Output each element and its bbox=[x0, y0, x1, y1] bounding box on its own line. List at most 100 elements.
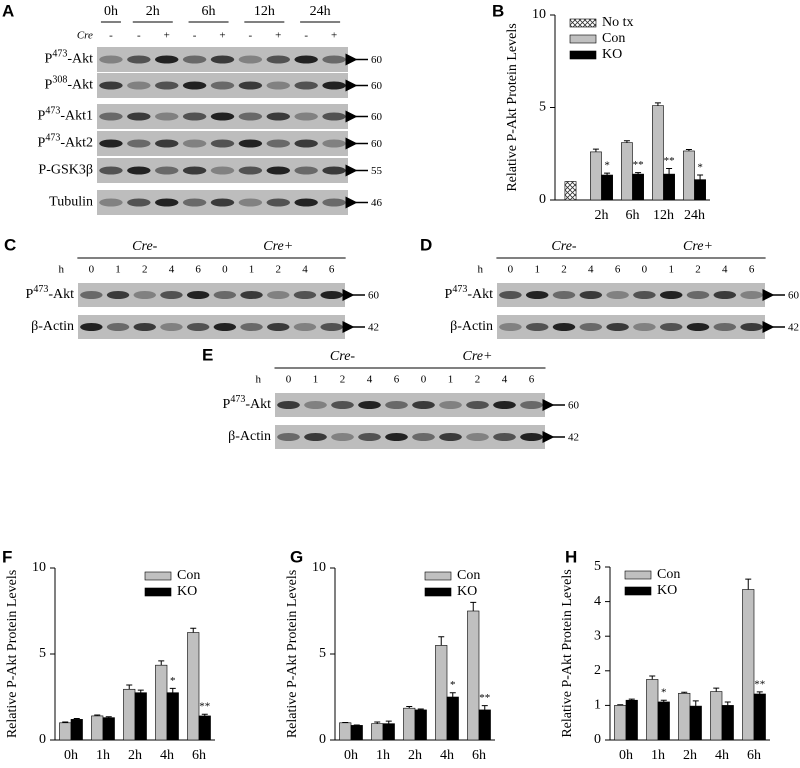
time-label: 6h bbox=[202, 4, 216, 19]
band bbox=[294, 166, 318, 175]
band bbox=[466, 401, 489, 409]
band bbox=[439, 401, 462, 409]
lane-label: 4 bbox=[722, 264, 728, 276]
error-bar bbox=[438, 636, 445, 646]
time-label: 24h bbox=[310, 4, 331, 19]
legend-swatch bbox=[424, 571, 452, 581]
kda-label: 42 bbox=[788, 322, 799, 334]
band bbox=[80, 291, 103, 299]
y-tick-label: 1 bbox=[594, 698, 601, 713]
group-label: Cre- bbox=[551, 239, 576, 254]
band bbox=[266, 81, 290, 90]
band bbox=[606, 291, 629, 299]
band bbox=[686, 323, 710, 331]
band bbox=[439, 433, 462, 441]
lane-label: 4 bbox=[169, 264, 175, 276]
cre-sign: - bbox=[137, 30, 141, 42]
error-bar bbox=[660, 699, 667, 702]
band bbox=[127, 198, 151, 207]
kda-label: 60 bbox=[371, 111, 383, 123]
bar bbox=[155, 664, 168, 741]
band bbox=[133, 291, 156, 299]
lane-label: 0 bbox=[89, 264, 95, 276]
legend-label: KO bbox=[657, 583, 677, 598]
significance: ** bbox=[633, 159, 644, 171]
bar bbox=[753, 693, 766, 741]
error-bar bbox=[649, 675, 656, 680]
band bbox=[133, 323, 156, 331]
legend-label: No tx bbox=[602, 15, 634, 30]
band bbox=[182, 112, 207, 121]
lane-label: 6 bbox=[615, 264, 621, 276]
error-bar bbox=[385, 720, 392, 724]
x-tick-label: 2h bbox=[408, 748, 422, 763]
lane-label: 6 bbox=[749, 264, 755, 276]
band bbox=[127, 55, 151, 64]
bar bbox=[683, 150, 695, 201]
band bbox=[99, 55, 123, 64]
band bbox=[238, 55, 263, 64]
group-label: Cre+ bbox=[263, 239, 293, 254]
y-tick-label: 10 bbox=[32, 560, 46, 575]
bar bbox=[123, 688, 136, 741]
label-part: P bbox=[38, 109, 46, 124]
significance: ** bbox=[754, 678, 765, 690]
error-bar bbox=[745, 578, 752, 590]
superscript: 473 bbox=[33, 284, 48, 295]
cre-sign: - bbox=[109, 30, 113, 42]
y-tick-label: 0 bbox=[594, 732, 601, 747]
lane-label: 1 bbox=[313, 374, 319, 386]
x-tick-label: 1h bbox=[376, 748, 390, 763]
row-label: P473-Akt bbox=[45, 49, 94, 67]
kda-label: 42 bbox=[368, 322, 379, 334]
bar bbox=[134, 692, 147, 741]
blot-strip bbox=[78, 315, 345, 339]
bar bbox=[614, 705, 627, 741]
x-tick-label: 0h bbox=[619, 748, 633, 763]
y-axis-label: Relative P-Akt Protein Levels bbox=[505, 23, 520, 191]
lane-label: 2 bbox=[475, 374, 481, 386]
legend-swatch bbox=[624, 570, 652, 580]
x-tick-label: 12h bbox=[653, 208, 674, 223]
bar bbox=[59, 722, 72, 741]
bar bbox=[350, 725, 363, 741]
lane-label: 4 bbox=[302, 264, 308, 276]
band bbox=[186, 323, 210, 331]
x-tick-label: 6h bbox=[747, 748, 761, 763]
x-tick-label: 1h bbox=[96, 748, 110, 763]
label-part: P bbox=[45, 52, 53, 67]
bar bbox=[446, 696, 459, 741]
y-tick-label: 0 bbox=[319, 732, 326, 747]
legend-swatch bbox=[424, 587, 452, 597]
label-part: Tubulin bbox=[49, 195, 93, 210]
band bbox=[385, 401, 408, 409]
band bbox=[294, 81, 318, 90]
panel-letter: H bbox=[565, 547, 577, 566]
band bbox=[155, 139, 179, 148]
x-tick-label: 6h bbox=[626, 208, 640, 223]
kda-label: 60 bbox=[568, 400, 580, 412]
band bbox=[266, 139, 290, 148]
y-tick-label: 10 bbox=[532, 7, 546, 22]
band bbox=[99, 166, 123, 175]
lane-label: 1 bbox=[534, 264, 540, 276]
band bbox=[127, 139, 151, 148]
bar bbox=[403, 707, 416, 741]
label-part: -Akt bbox=[467, 287, 493, 302]
significance: ** bbox=[664, 155, 675, 167]
band bbox=[293, 291, 317, 299]
band bbox=[385, 433, 408, 441]
bar bbox=[382, 723, 395, 741]
band bbox=[520, 401, 543, 409]
y-axis-label: Relative P-Akt Protein Levels bbox=[560, 569, 575, 737]
bar bbox=[625, 699, 638, 741]
label-part: P bbox=[38, 136, 46, 151]
band bbox=[99, 139, 123, 148]
error-bar bbox=[692, 700, 699, 707]
significance: * bbox=[450, 679, 456, 691]
band bbox=[80, 323, 103, 331]
lane-label: 0 bbox=[421, 374, 427, 386]
bar bbox=[646, 679, 659, 741]
band bbox=[155, 198, 179, 207]
